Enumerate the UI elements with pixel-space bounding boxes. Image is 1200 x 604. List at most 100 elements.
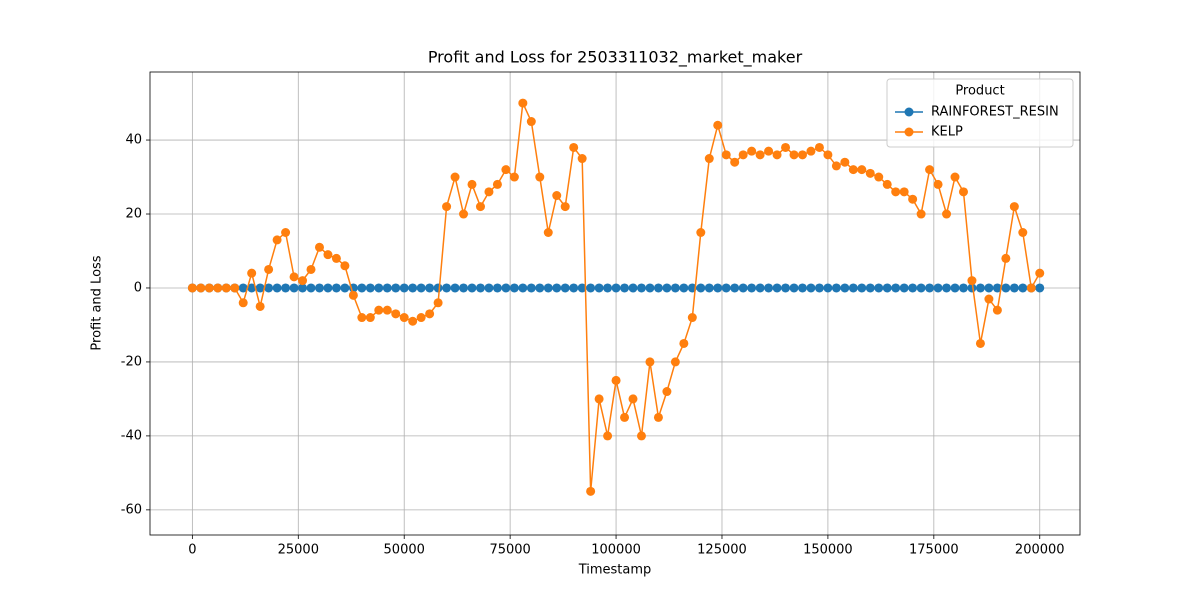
x-tick-label: 0 bbox=[188, 543, 196, 558]
legend-title: Product bbox=[955, 84, 1004, 99]
data-point bbox=[933, 283, 943, 293]
data-point bbox=[738, 283, 748, 293]
legend-marker bbox=[904, 107, 914, 117]
data-point bbox=[704, 283, 714, 293]
data-point bbox=[908, 194, 918, 204]
data-point bbox=[687, 313, 697, 323]
data-point bbox=[281, 227, 291, 237]
legend: Product RAINFOREST_RESIN KELP bbox=[886, 78, 1074, 148]
data-point bbox=[416, 313, 426, 323]
data-point bbox=[577, 154, 587, 164]
data-point bbox=[289, 283, 299, 293]
data-point bbox=[484, 187, 494, 197]
data-point bbox=[348, 290, 358, 300]
data-point bbox=[526, 117, 536, 127]
legend-label: RAINFOREST_RESIN bbox=[931, 105, 1059, 120]
data-point bbox=[925, 283, 935, 293]
data-point bbox=[543, 227, 553, 237]
data-point bbox=[340, 283, 350, 293]
data-point bbox=[713, 120, 723, 130]
chart-title: Profit and Loss for 2503311032_market_ma… bbox=[428, 48, 803, 68]
data-point bbox=[425, 309, 435, 319]
data-point bbox=[908, 283, 918, 293]
data-point bbox=[399, 313, 409, 323]
data-point bbox=[374, 305, 384, 315]
data-point bbox=[679, 283, 689, 293]
data-point bbox=[679, 338, 689, 348]
data-point bbox=[1009, 283, 1019, 293]
data-point bbox=[814, 283, 824, 293]
data-point bbox=[628, 394, 638, 404]
data-point bbox=[696, 283, 706, 293]
data-point bbox=[213, 283, 223, 293]
data-point bbox=[365, 313, 375, 323]
data-point bbox=[272, 283, 282, 293]
data-point bbox=[636, 431, 646, 441]
data-point bbox=[442, 283, 452, 293]
data-point bbox=[501, 165, 511, 175]
data-point bbox=[357, 283, 367, 293]
data-point bbox=[747, 146, 757, 156]
data-point bbox=[1001, 283, 1011, 293]
data-point bbox=[577, 283, 587, 293]
data-point bbox=[620, 412, 630, 422]
data-point bbox=[247, 268, 257, 278]
data-point bbox=[806, 146, 816, 156]
data-point bbox=[848, 283, 858, 293]
data-point bbox=[603, 283, 613, 293]
data-point bbox=[781, 283, 791, 293]
data-point bbox=[365, 283, 375, 293]
data-point bbox=[738, 150, 748, 160]
data-point bbox=[840, 283, 850, 293]
legend-marker bbox=[904, 127, 914, 137]
x-axis-label: Timestamp bbox=[578, 563, 652, 578]
data-point bbox=[653, 283, 663, 293]
data-point bbox=[560, 202, 570, 212]
data-point bbox=[484, 283, 494, 293]
data-point bbox=[653, 412, 663, 422]
data-point bbox=[662, 283, 672, 293]
data-point bbox=[187, 283, 197, 293]
y-tick-label: 0 bbox=[134, 280, 142, 295]
data-point bbox=[857, 283, 867, 293]
data-point bbox=[560, 283, 570, 293]
data-point bbox=[467, 283, 477, 293]
data-point bbox=[620, 283, 630, 293]
data-point bbox=[848, 165, 858, 175]
x-tick-label: 150000 bbox=[803, 543, 853, 558]
data-point bbox=[721, 150, 731, 160]
axes-frame bbox=[149, 71, 1081, 536]
data-point bbox=[874, 283, 884, 293]
data-point bbox=[475, 283, 485, 293]
data-point bbox=[1035, 283, 1045, 293]
data-point bbox=[230, 283, 240, 293]
data-point bbox=[984, 294, 994, 304]
data-point bbox=[967, 283, 977, 293]
data-point bbox=[492, 283, 502, 293]
data-point bbox=[899, 283, 909, 293]
data-point bbox=[806, 283, 816, 293]
data-point bbox=[764, 283, 774, 293]
data-point bbox=[611, 375, 621, 385]
data-point bbox=[1009, 202, 1019, 212]
data-point bbox=[992, 305, 1002, 315]
y-tick-label: 20 bbox=[125, 207, 142, 222]
data-point bbox=[1018, 283, 1028, 293]
data-point bbox=[1035, 268, 1045, 278]
data-point bbox=[823, 150, 833, 160]
data-point bbox=[374, 283, 384, 293]
data-point bbox=[492, 179, 502, 189]
data-point bbox=[382, 305, 392, 315]
data-point bbox=[306, 283, 316, 293]
data-point bbox=[840, 157, 850, 167]
data-point bbox=[933, 179, 943, 189]
data-point bbox=[755, 283, 765, 293]
data-point bbox=[865, 283, 875, 293]
data-point bbox=[509, 172, 519, 182]
x-tick-label: 50000 bbox=[384, 543, 425, 558]
y-tick-label: -40 bbox=[121, 428, 142, 443]
data-point bbox=[628, 283, 638, 293]
data-point bbox=[264, 264, 274, 274]
data-point bbox=[823, 283, 833, 293]
